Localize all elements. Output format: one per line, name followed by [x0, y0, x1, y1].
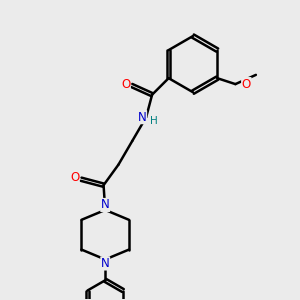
Text: N: N — [101, 199, 110, 212]
Text: N: N — [138, 111, 147, 124]
Text: O: O — [121, 78, 130, 91]
Text: O: O — [242, 78, 251, 91]
Text: N: N — [101, 257, 110, 270]
Text: H: H — [150, 116, 157, 126]
Text: O: O — [70, 171, 79, 184]
